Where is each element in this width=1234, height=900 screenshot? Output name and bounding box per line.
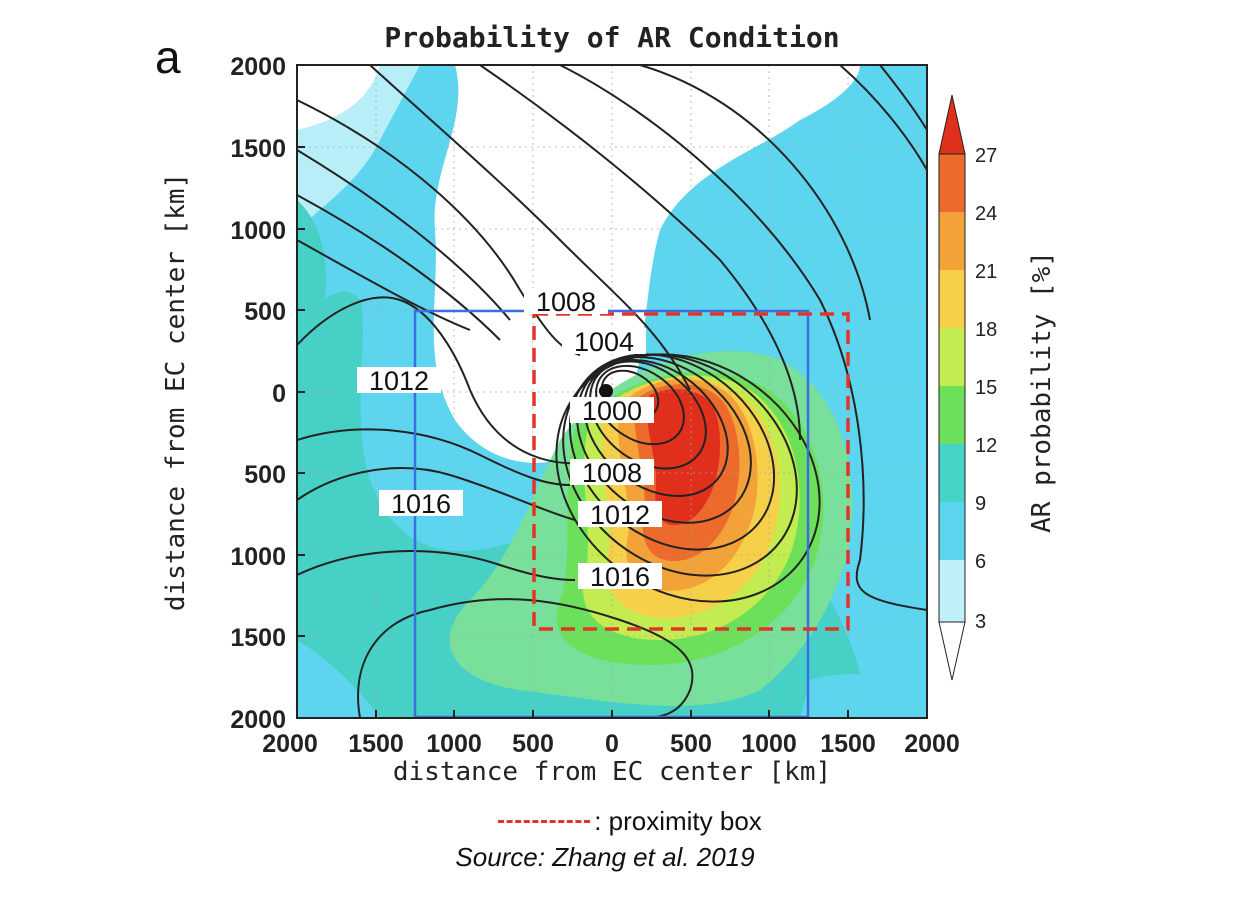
contour-labels: 1008 1004 1000 1008 1012 1016 1012 1016 (357, 287, 662, 592)
colorbar: 27 24 21 18 15 12 9 6 3 AR probability [… (938, 94, 1057, 681)
colorbar-label: 27 (975, 145, 997, 167)
probability-field: 1008 1004 1000 1008 1012 1016 1012 1016 (297, 65, 927, 718)
y-tick-label: 500 (244, 461, 286, 489)
colorbar-seg (939, 444, 965, 502)
contour-label: 1016 (590, 562, 650, 592)
colorbar-label: 21 (975, 261, 997, 283)
y-tick-label: 1500 (230, 624, 286, 652)
colorbar-label: 18 (975, 319, 997, 341)
x-tick-label: 0 (605, 730, 619, 758)
colorbar-label: 24 (975, 203, 997, 225)
colorbar-label: 9 (975, 493, 986, 515)
y-tick-label: 0 (272, 380, 286, 408)
colorbar-seg (939, 502, 965, 560)
contour-label: 1004 (574, 327, 634, 357)
colorbar-label: 12 (975, 435, 997, 457)
contour-label: 1012 (369, 366, 429, 396)
colorbar-seg (939, 270, 965, 328)
proximity-box-legend-swatch (498, 820, 591, 823)
x-tick-label: 1000 (741, 730, 797, 758)
y-tick-label: 500 (244, 298, 286, 326)
contour-label: 1016 (391, 489, 451, 519)
colorbar-seg (939, 154, 965, 212)
colorbar-label: 6 (975, 551, 986, 573)
prob-band-lower-right (800, 674, 927, 718)
axis-ticks (296, 64, 928, 719)
cyclone-center-marker (599, 384, 613, 398)
x-tick-label: 1000 (426, 730, 482, 758)
legend: : proximity box (430, 806, 830, 837)
proximity-box-legend-label: : proximity box (594, 806, 762, 836)
x-tick-label: 2000 (904, 730, 960, 758)
chart-title: Probability of AR Condition (384, 21, 839, 54)
y-tick-label: 1000 (230, 217, 286, 245)
colorbar-label: 3 (975, 611, 986, 633)
contour-label: 1008 (582, 458, 642, 488)
x-tick-label: 500 (512, 730, 554, 758)
colorbar-seg (939, 560, 965, 622)
colorbar-seg (939, 328, 965, 386)
contour-label: 1008 (536, 287, 596, 317)
x-tick-label: 1500 (820, 730, 876, 758)
source-caption: Source: Zhang et al. 2019 (455, 842, 755, 872)
colorbar-seg (939, 212, 965, 270)
grid (297, 65, 927, 718)
x-tick-label: 2000 (262, 730, 318, 758)
x-axis-title: distance from EC center [km] (393, 757, 831, 787)
prob-band-white (433, 65, 860, 463)
y-tick-label: 2000 (230, 53, 286, 81)
contour-label: 1012 (590, 500, 650, 530)
y-axis-title: distance from EC center [km] (161, 173, 191, 611)
x-tick-labels: 2000 1500 1000 500 0 500 1000 1500 2000 (262, 730, 960, 758)
colorbar-title: AR probability [%] (1027, 251, 1057, 533)
x-tick-label: 500 (670, 730, 712, 758)
y-tick-labels: 2000 1500 1000 500 0 500 1000 1500 2000 (230, 53, 286, 734)
contour-label: 1000 (582, 396, 642, 426)
panel-label: a (155, 31, 181, 83)
y-tick-label: 1000 (230, 543, 286, 571)
y-tick-label: 2000 (230, 706, 286, 734)
colorbar-label: 15 (975, 377, 997, 399)
colorbar-bottom-triangle (938, 621, 966, 681)
prob-band-white-2 (297, 65, 380, 130)
prob-band-lower-cyan (297, 640, 380, 718)
y-tick-label: 1500 (230, 135, 286, 163)
proximity-box (532, 312, 850, 631)
colorbar-labels: 27 24 21 18 15 12 9 6 3 (975, 145, 997, 633)
colorbar-top-triangle (938, 94, 966, 155)
x-tick-label: 1500 (348, 730, 404, 758)
colorbar-seg (939, 386, 965, 444)
colorbar-frame (938, 153, 966, 623)
